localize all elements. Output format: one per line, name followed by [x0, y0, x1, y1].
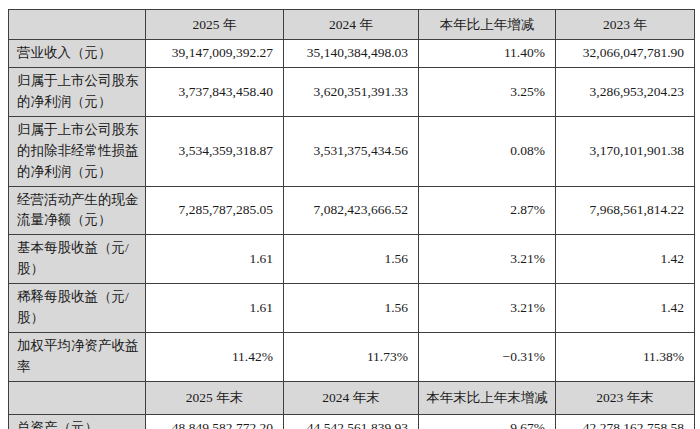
column-header-eoy-change: 本年末比上年末增减 [419, 381, 556, 414]
value-2024: 44,542,561,839.93 [284, 414, 419, 429]
table-header-row-annual: 2025 年 2024 年 本年比上年增减 2023 年 [9, 10, 695, 40]
value-change: 3.21% [419, 235, 556, 284]
value-2023: 7,968,561,814.22 [556, 186, 695, 235]
column-header-2025-eoy: 2025 年末 [146, 381, 284, 414]
column-header-2023: 2023 年 [556, 10, 695, 40]
value-2024: 35,140,384,498.03 [284, 40, 419, 68]
value-2025: 3,737,843,458.40 [146, 67, 284, 116]
row-label: 加权平均净资产收益率 [9, 333, 146, 382]
value-change: −0.31% [419, 333, 556, 382]
value-2025: 1.61 [146, 235, 284, 284]
value-2025: 39,147,009,392.27 [146, 40, 284, 68]
table-header-row-eoy: 2025 年末 2024 年末 本年末比上年末增减 2023 年末 [9, 381, 695, 414]
column-header-2023-eoy: 2023 年末 [556, 381, 695, 414]
column-header-yoy-change: 本年比上年增减 [419, 10, 556, 40]
value-2023: 3,170,101,901.38 [556, 116, 695, 186]
table-row-total-assets: 总资产（元） 48,849,582,772.20 44,542,561,839.… [9, 414, 695, 429]
corner-header-cell [9, 381, 146, 414]
value-2024: 11.73% [284, 333, 419, 382]
value-2023: 1.42 [556, 235, 695, 284]
table-row-operating-cash-flow: 经营活动产生的现金流量净额（元） 7,285,787,285.05 7,082,… [9, 186, 695, 235]
value-change: 2.87% [419, 186, 556, 235]
row-label: 经营活动产生的现金流量净额（元） [9, 186, 146, 235]
table-row-diluted-eps: 稀释每股收益（元/股） 1.61 1.56 3.21% 1.42 [9, 284, 695, 333]
row-label: 基本每股收益（元/股） [9, 235, 146, 284]
value-2025: 11.42% [146, 333, 284, 382]
value-2024: 3,620,351,391.33 [284, 67, 419, 116]
table-row-basic-eps: 基本每股收益（元/股） 1.61 1.56 3.21% 1.42 [9, 235, 695, 284]
value-change: 11.40% [419, 40, 556, 68]
value-2025: 48,849,582,772.20 [146, 414, 284, 429]
value-2023: 11.38% [556, 333, 695, 382]
value-2023: 42,278,162,758.58 [556, 414, 695, 429]
value-2023: 3,286,953,204.23 [556, 67, 695, 116]
table-row-revenue: 营业收入（元） 39,147,009,392.27 35,140,384,498… [9, 40, 695, 68]
value-change: 9.67% [419, 414, 556, 429]
value-2024: 7,082,423,666.52 [284, 186, 419, 235]
value-2025: 3,534,359,318.87 [146, 116, 284, 186]
row-label: 稀释每股收益（元/股） [9, 284, 146, 333]
table-row-net-profit: 归属于上市公司股东的净利润（元） 3,737,843,458.40 3,620,… [9, 67, 695, 116]
row-label: 归属于上市公司股东的扣除非经常性损益的净利润（元） [9, 116, 146, 186]
value-change: 3.25% [419, 67, 556, 116]
row-label: 总资产（元） [9, 414, 146, 429]
financial-summary-table: 2025 年 2024 年 本年比上年增减 2023 年 营业收入（元） 39,… [8, 9, 695, 429]
value-2025: 7,285,787,285.05 [146, 186, 284, 235]
value-change: 0.08% [419, 116, 556, 186]
row-label: 归属于上市公司股东的净利润（元） [9, 67, 146, 116]
value-2024: 1.56 [284, 235, 419, 284]
column-header-2024-eoy: 2024 年末 [284, 381, 419, 414]
value-2023: 32,066,047,781.90 [556, 40, 695, 68]
financial-summary-page: 2025 年 2024 年 本年比上年增减 2023 年 营业收入（元） 39,… [0, 0, 700, 429]
value-2023: 1.42 [556, 284, 695, 333]
value-2025: 1.61 [146, 284, 284, 333]
corner-header-cell [9, 10, 146, 40]
column-header-2024: 2024 年 [284, 10, 419, 40]
row-label: 营业收入（元） [9, 40, 146, 68]
value-change: 3.21% [419, 284, 556, 333]
table-row-net-profit-excl-nonrecurring: 归属于上市公司股东的扣除非经常性损益的净利润（元） 3,534,359,318.… [9, 116, 695, 186]
value-2024: 3,531,375,434.56 [284, 116, 419, 186]
value-2024: 1.56 [284, 284, 419, 333]
table-row-weighted-avg-roe: 加权平均净资产收益率 11.42% 11.73% −0.31% 11.38% [9, 333, 695, 382]
column-header-2025: 2025 年 [146, 10, 284, 40]
